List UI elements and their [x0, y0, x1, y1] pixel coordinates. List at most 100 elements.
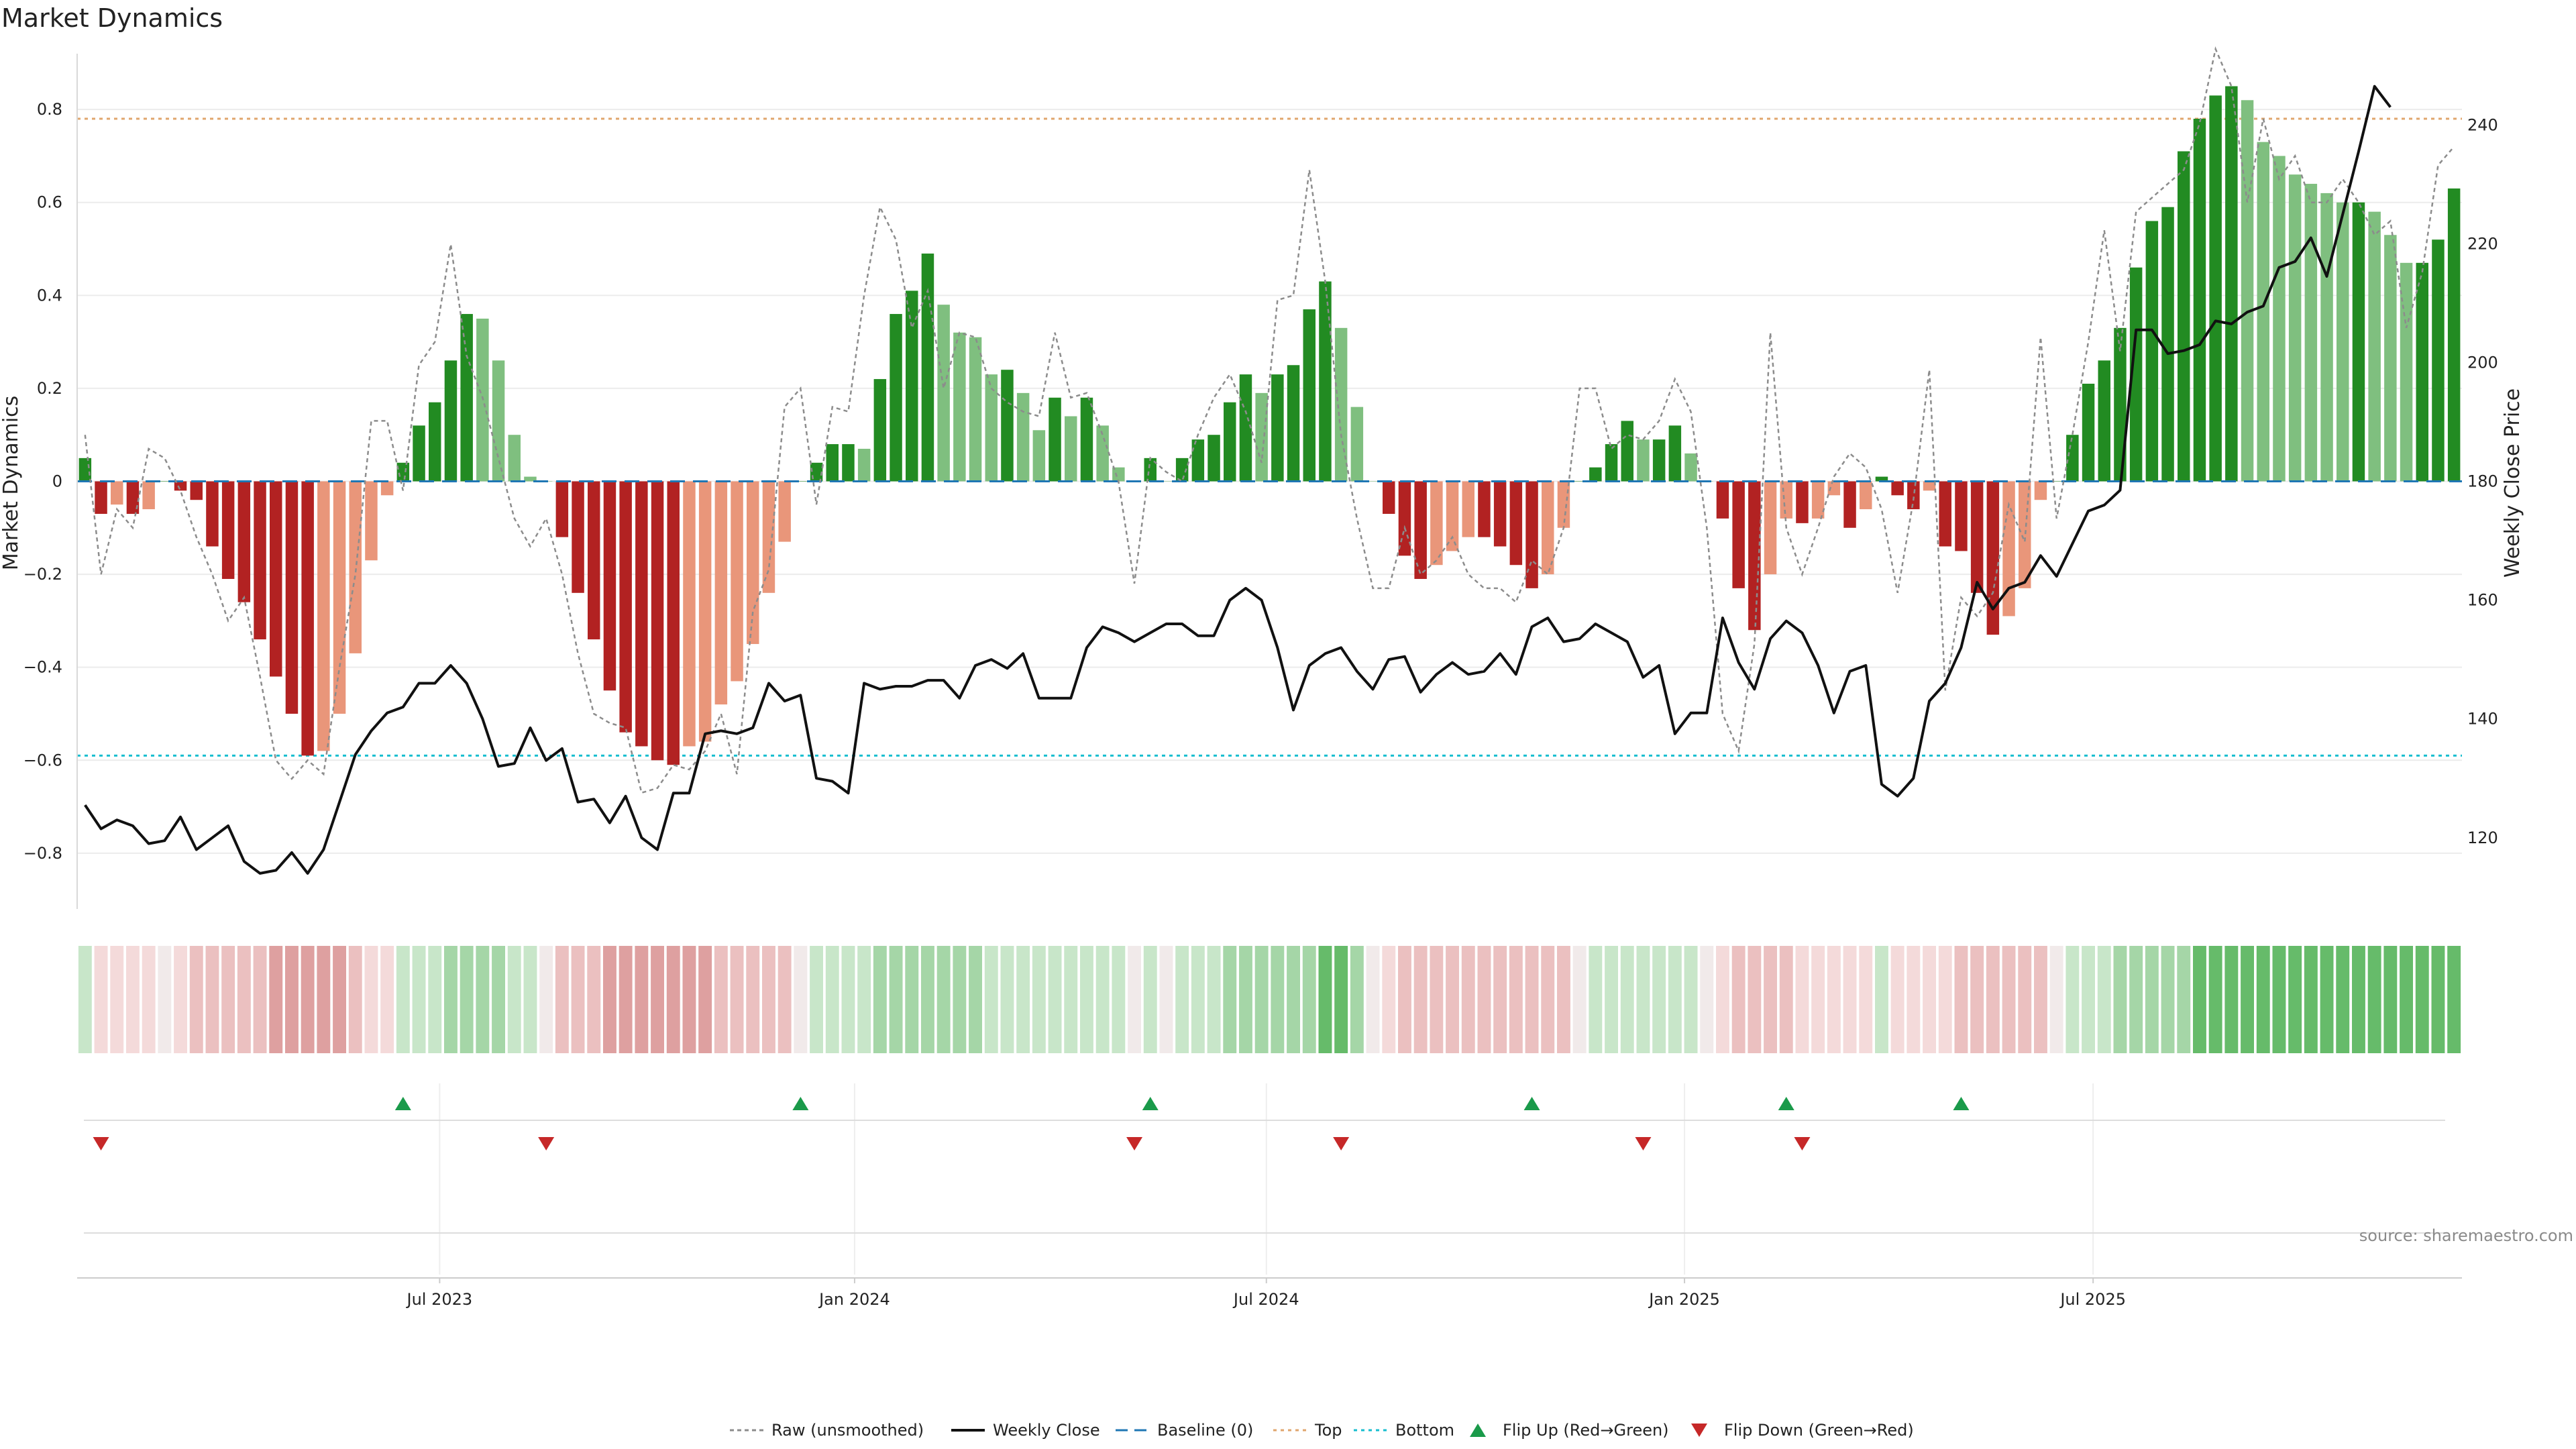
flip-down-marker	[1635, 1137, 1652, 1150]
y-axis-left-title: Market Dynamics	[0, 396, 23, 571]
heat-strip-cell	[825, 946, 839, 1053]
heat-strip-cell	[1970, 946, 1984, 1053]
heat-strip-cell	[221, 946, 235, 1053]
dynamics-bar	[1287, 365, 1300, 482]
heat-strip-cell	[1605, 946, 1619, 1053]
y-right-tick-label: 120	[2467, 828, 2498, 847]
dynamics-bar	[1032, 430, 1046, 482]
dynamics-bar	[1668, 425, 1682, 482]
dynamics-bar	[555, 481, 569, 537]
heat-strip-cell	[2161, 946, 2175, 1053]
dynamics-bar	[778, 481, 791, 542]
dynamics-bar	[285, 481, 299, 714]
flip-up-marker	[1523, 1097, 1540, 1110]
dynamics-bar	[2098, 360, 2110, 482]
heat-strip-cell	[492, 946, 506, 1053]
heat-strip-cell	[2113, 946, 2127, 1053]
dynamics-bar	[78, 458, 92, 482]
dynamics-bar	[142, 481, 155, 510]
heat-strip-cell	[205, 946, 219, 1053]
heat-strip-cell	[2177, 946, 2191, 1053]
heat-strip-cell	[523, 946, 537, 1053]
dynamics-bar	[1796, 481, 1809, 523]
heat-strip-cell	[1652, 946, 1666, 1053]
dynamics-bar	[2082, 383, 2095, 482]
heat-strip-cell	[730, 946, 744, 1053]
dynamics-bar	[333, 481, 346, 714]
x-axis: Jul 2023 Jan 2024 Jul 2024 Jan 2025 Jul 2025	[77, 1277, 2462, 1309]
dynamics-bar	[1509, 481, 1523, 566]
heat-strip-cell	[2002, 946, 2016, 1053]
heat-strip-cell	[1397, 946, 1411, 1053]
dynamics-bar	[1303, 309, 1316, 482]
dynamics-bar	[2002, 481, 2015, 616]
dynamics-bar	[1383, 481, 1395, 515]
heat-strip-cell	[317, 946, 331, 1053]
flip-up-marker	[394, 1097, 411, 1110]
heat-strip-cell	[1668, 946, 1682, 1053]
dynamics-bar	[2034, 481, 2047, 500]
heat-strip-cell	[905, 946, 919, 1053]
dynamics-bar	[1939, 481, 1951, 547]
heat-strip-cell	[158, 946, 172, 1053]
heat-strip-cell	[1254, 946, 1269, 1053]
heat-strip-cell	[284, 946, 299, 1053]
legend-label: Flip Up (Red→Green)	[1503, 1421, 1669, 1440]
dynamics-bar	[396, 462, 410, 482]
heat-strip-cell	[873, 946, 887, 1053]
heat-strip-cell	[2065, 946, 2080, 1053]
heat-strip-cell	[1095, 946, 1110, 1053]
dynamics-bar	[1478, 481, 1491, 537]
legend-item-close: Weekly Close	[951, 1421, 1100, 1440]
dynamics-bar	[1780, 481, 1792, 519]
heat-strip-cell	[1874, 946, 1888, 1053]
y-right-tick-label: 240	[2467, 115, 2498, 134]
heat-strip-cell	[698, 946, 712, 1053]
dynamics-bar	[2225, 86, 2238, 482]
heat-strip-cell	[889, 946, 903, 1053]
heat-strip-cell	[953, 946, 967, 1053]
dynamics-bar	[2066, 435, 2079, 482]
dynamics-bar	[1589, 467, 1602, 482]
dynamics-bar	[190, 481, 203, 500]
dynamics-bar	[1208, 435, 1220, 482]
heat-strip-cell	[1636, 946, 1650, 1053]
dynamics-bar	[1255, 392, 1268, 482]
heat-strip-cell	[2447, 946, 2461, 1053]
dynamics-bar	[2304, 184, 2318, 482]
legend: Raw (unsmoothed) Weekly Close Baseline (0)…	[730, 1421, 1914, 1440]
heat-strip-cell	[619, 946, 633, 1053]
y-left-tick-label: 0.8	[37, 100, 62, 119]
heat-strip-cell	[2367, 946, 2381, 1053]
heat-strip-cell	[1175, 946, 1189, 1053]
dynamics-bar	[873, 379, 887, 482]
heat-strip-cell	[1890, 946, 1904, 1053]
axes: −0.8 −0.6 −0.4 −0.2 0 0.2 0.4 0.6 0.8 120 140 160 18…	[23, 54, 2498, 909]
dynamics-bar	[1637, 439, 1650, 482]
y-right-tick-label: 180	[2467, 472, 2498, 491]
dynamics-bar	[857, 448, 871, 482]
y-axis-right-title: Weekly Close Price	[2501, 388, 2524, 578]
legend-label: Weekly Close	[993, 1421, 1100, 1440]
dynamics-bar	[1080, 397, 1093, 482]
reference-lines	[77, 117, 2462, 757]
heat-strip-cell	[936, 946, 951, 1053]
heat-strip-cell	[1541, 946, 1555, 1053]
heat-strip-cell	[2272, 946, 2286, 1053]
dynamics-bar	[237, 481, 251, 602]
heat-strip-cell	[1128, 946, 1142, 1053]
dynamics-bar	[221, 481, 235, 580]
dynamics-bar	[2400, 262, 2413, 482]
dynamics-bar	[1430, 481, 1443, 566]
heat-strip-cell	[2288, 946, 2302, 1053]
heat-strip-cell	[110, 946, 124, 1053]
dynamics-bar	[937, 305, 950, 482]
heat-strip-cell	[1843, 946, 1857, 1053]
dynamics-bar	[2129, 267, 2143, 482]
flip-down-marker	[93, 1137, 109, 1150]
dynamics-bar	[762, 481, 775, 593]
heat-strip-cell	[396, 946, 410, 1053]
x-tick-label: Jan 2025	[1648, 1290, 1720, 1309]
dynamics-bar	[1621, 421, 1633, 482]
dynamics-bar	[2273, 156, 2286, 482]
